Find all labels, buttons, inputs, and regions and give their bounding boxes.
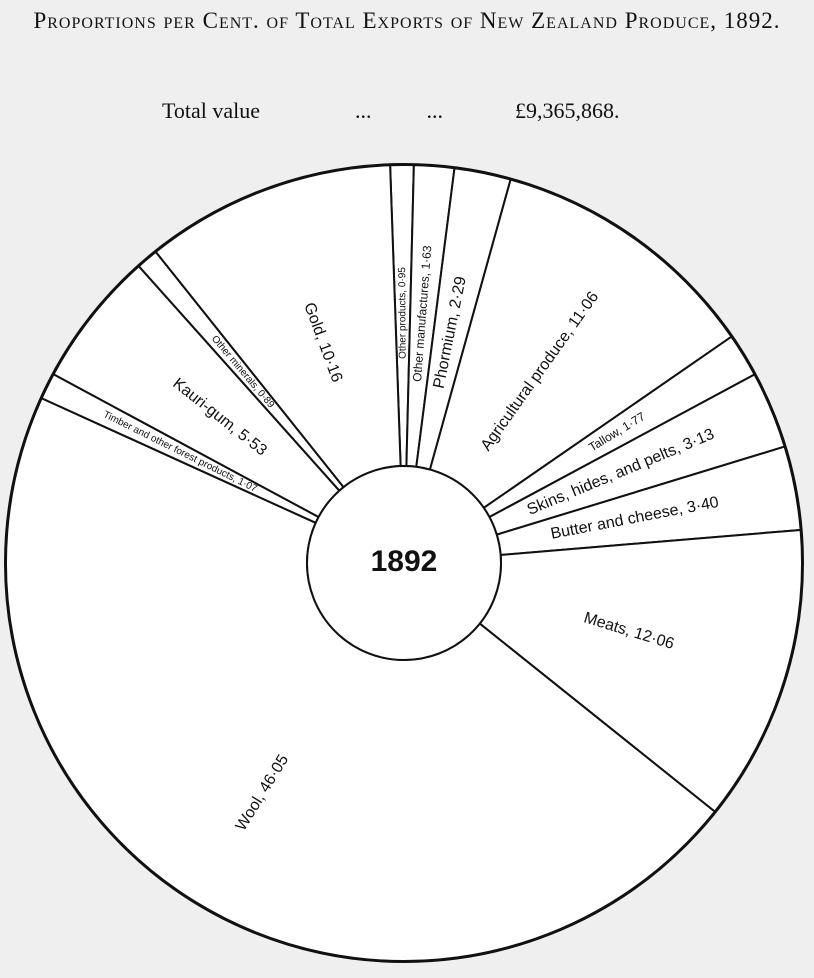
center-label: 1892 [371,545,438,578]
center-circle [306,465,502,661]
chart-title: Proportions per Cent. of Total Exports o… [33,8,781,33]
total-label: Total value [162,98,261,123]
slice-label: Other products, 0·95 [397,267,408,359]
total-dots: ... ... [355,98,443,123]
total-value: £9,365,868. [515,98,620,123]
